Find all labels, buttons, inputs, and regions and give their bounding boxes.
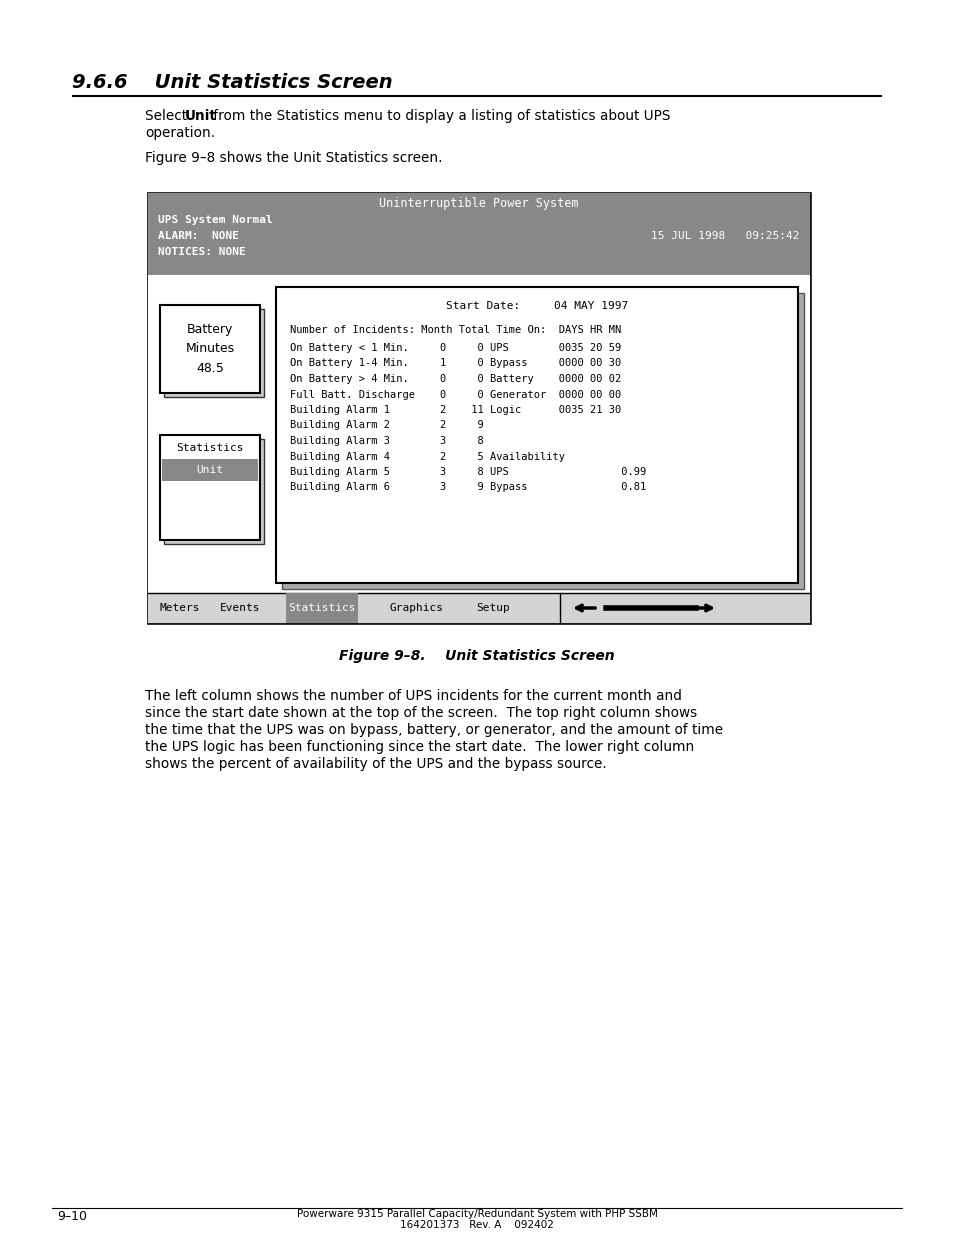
Text: Unit: Unit	[196, 466, 223, 475]
Text: Unit: Unit	[185, 109, 216, 124]
Text: Building Alarm 4        2     5 Availability: Building Alarm 4 2 5 Availability	[290, 452, 564, 462]
Text: Battery
Minutes
48.5: Battery Minutes 48.5	[185, 322, 234, 375]
Text: Meters: Meters	[160, 603, 200, 613]
Bar	[148, 193, 809, 622]
Text: Events: Events	[220, 603, 260, 613]
Text: UPS System Normal: UPS System Normal	[158, 215, 273, 225]
Text: On Battery > 4 Min.     0     0 Battery    0000 00 02: On Battery > 4 Min. 0 0 Battery 0000 00 …	[290, 374, 620, 384]
Text: On Battery 1-4 Min.     1     0 Bypass     0000 00 30: On Battery 1-4 Min. 1 0 Bypass 0000 00 3…	[290, 358, 620, 368]
Text: 9–10: 9–10	[57, 1210, 87, 1223]
Text: Statistics: Statistics	[176, 443, 244, 453]
Bar	[148, 275, 809, 593]
Bar	[275, 287, 797, 583]
Text: Start Date:     04 MAY 1997: Start Date: 04 MAY 1997	[445, 301, 627, 311]
Bar	[164, 438, 264, 543]
Bar	[160, 435, 260, 540]
Text: Building Alarm 6        3     9 Bypass               0.81: Building Alarm 6 3 9 Bypass 0.81	[290, 483, 645, 493]
Text: NOTICES: NONE: NOTICES: NONE	[158, 247, 246, 257]
Text: Powerware 9315 Parallel Capacity/Redundant System with PHP SSBM: Powerware 9315 Parallel Capacity/Redunda…	[296, 1209, 657, 1219]
Text: ALARM:  NONE: ALARM: NONE	[158, 231, 239, 241]
Text: Graphics: Graphics	[390, 603, 443, 613]
Text: Statistics: Statistics	[288, 603, 355, 613]
Text: Uninterruptible Power System: Uninterruptible Power System	[379, 198, 578, 210]
Bar	[148, 593, 809, 622]
Text: from the Statistics menu to display a listing of statistics about UPS: from the Statistics menu to display a li…	[209, 109, 670, 124]
Text: 15 JUL 1998   09:25:42: 15 JUL 1998 09:25:42	[651, 231, 800, 241]
Text: operation.: operation.	[145, 126, 214, 140]
Text: Figure 9–8 shows the Unit Statistics screen.: Figure 9–8 shows the Unit Statistics scr…	[145, 151, 442, 165]
Text: the UPS logic has been functioning since the start date.  The lower right column: the UPS logic has been functioning since…	[145, 740, 694, 755]
Text: Building Alarm 2        2     9: Building Alarm 2 2 9	[290, 420, 483, 431]
Text: Building Alarm 3        3     8: Building Alarm 3 3 8	[290, 436, 483, 446]
Text: the time that the UPS was on bypass, battery, or generator, and the amount of ti: the time that the UPS was on bypass, bat…	[145, 722, 722, 737]
Text: Number of Incidents: Month Total Time On:  DAYS HR MN: Number of Incidents: Month Total Time On…	[290, 325, 620, 335]
Bar	[164, 309, 264, 396]
Text: On Battery < 1 Min.     0     0 UPS        0035 20 59: On Battery < 1 Min. 0 0 UPS 0035 20 59	[290, 343, 620, 353]
Bar	[286, 593, 357, 622]
Text: Figure 9–8.    Unit Statistics Screen: Figure 9–8. Unit Statistics Screen	[339, 650, 614, 663]
Text: shows the percent of availability of the UPS and the bypass source.: shows the percent of availability of the…	[145, 757, 606, 771]
Text: Select: Select	[145, 109, 192, 124]
Text: 164201373   Rev. A    092402: 164201373 Rev. A 092402	[399, 1220, 554, 1230]
Bar	[148, 193, 809, 275]
Text: Setup: Setup	[476, 603, 509, 613]
Bar	[160, 305, 260, 393]
Text: Full Batt. Discharge    0     0 Generator  0000 00 00: Full Batt. Discharge 0 0 Generator 0000 …	[290, 389, 620, 399]
Text: 9.6.6    Unit Statistics Screen: 9.6.6 Unit Statistics Screen	[71, 73, 393, 91]
Bar	[162, 459, 257, 480]
Bar	[282, 293, 803, 589]
Text: The left column shows the number of UPS incidents for the current month and: The left column shows the number of UPS …	[145, 689, 681, 703]
Text: Building Alarm 1        2    11 Logic      0035 21 30: Building Alarm 1 2 11 Logic 0035 21 30	[290, 405, 620, 415]
Text: Building Alarm 5        3     8 UPS                  0.99: Building Alarm 5 3 8 UPS 0.99	[290, 467, 645, 477]
Text: since the start date shown at the top of the screen.  The top right column shows: since the start date shown at the top of…	[145, 706, 697, 720]
